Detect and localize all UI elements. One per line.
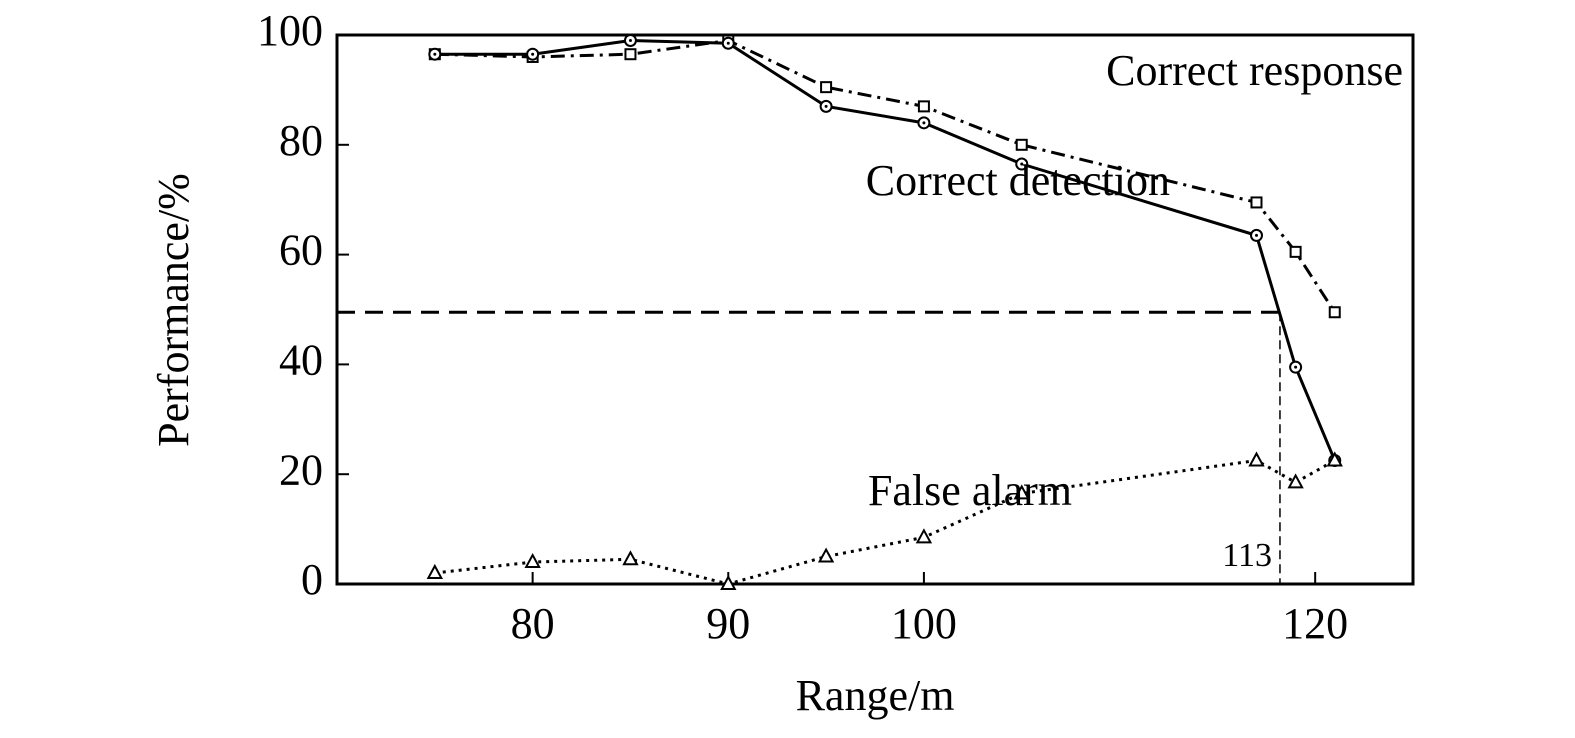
marker: [524, 552, 541, 569]
marker: [1326, 451, 1343, 467]
marker: [915, 528, 933, 544]
series-label: Correct response: [1106, 46, 1403, 95]
marker: [426, 563, 443, 580]
series-line: [434, 38, 1337, 314]
marker: [720, 574, 737, 590]
series-label: Correct detection: [866, 156, 1170, 205]
marker: [1250, 196, 1263, 209]
y-tick-label: 0: [301, 555, 323, 604]
marker-dot: [433, 52, 437, 56]
x-tick-label: 80: [511, 599, 555, 648]
marker: [624, 48, 637, 61]
marker: [817, 547, 835, 563]
marker: [917, 100, 930, 113]
marker: [820, 81, 833, 94]
plot-frame: [335, 33, 1415, 586]
marker: [622, 550, 639, 566]
y-tick-label: 40: [279, 335, 323, 384]
marker: [1015, 138, 1028, 151]
marker-dot: [726, 41, 730, 45]
x-tick-label: 100: [891, 599, 957, 648]
x-tick-label: 90: [706, 599, 750, 648]
marker-dot: [1254, 233, 1258, 237]
marker-dot: [531, 52, 535, 56]
marker-dot: [922, 121, 926, 125]
series-line: [434, 458, 1336, 586]
marker: [1289, 245, 1302, 258]
marker: [1328, 306, 1341, 319]
y-tick-label: 100: [257, 6, 323, 55]
marker: [1013, 484, 1030, 500]
series-line: [434, 38, 1337, 462]
marker: [1287, 473, 1304, 489]
y-tick-label: 80: [279, 116, 323, 165]
marker-dot: [1020, 162, 1024, 166]
threshold-label: 113: [1222, 537, 1272, 574]
y-axis-label: Performance/%: [149, 173, 198, 447]
marker-dot: [824, 104, 828, 108]
x-axis-label: Range/m: [796, 671, 955, 720]
marker-dot: [1294, 365, 1298, 369]
x-tick-label: 120: [1282, 599, 1348, 648]
y-tick-label: 60: [279, 226, 323, 275]
marker-dot: [628, 38, 632, 42]
y-tick-label: 20: [279, 445, 323, 494]
marker: [1248, 451, 1265, 467]
series-label: False alarm: [868, 466, 1072, 515]
